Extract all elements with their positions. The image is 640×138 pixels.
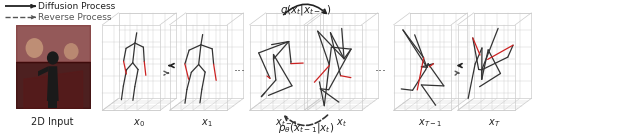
Circle shape [26,38,44,58]
Text: Diffusion Process: Diffusion Process [38,2,116,11]
Text: $x_1$: $x_1$ [201,117,212,129]
Polygon shape [38,66,49,76]
Polygon shape [47,66,59,101]
Text: Reverse Process: Reverse Process [38,13,112,22]
Circle shape [64,43,79,60]
Text: $x_{t-1}$: $x_{t-1}$ [275,117,298,129]
Text: ...: ... [234,61,246,74]
Text: $x_{T-1}$: $x_{T-1}$ [419,117,443,129]
Text: $x_T$: $x_T$ [488,117,501,129]
Text: $p_\theta(x_{t-1}|x_t)$: $p_\theta(x_{t-1}|x_t)$ [278,121,334,135]
Circle shape [47,51,59,65]
Text: $q(x_t|x_{t-1})$: $q(x_t|x_{t-1})$ [280,3,332,17]
Text: $x_t$: $x_t$ [335,117,346,129]
Polygon shape [49,98,53,108]
Polygon shape [53,98,57,108]
Text: 2D Input: 2D Input [31,117,74,127]
Text: ...: ... [375,61,387,74]
Text: $x_0$: $x_0$ [133,117,145,129]
